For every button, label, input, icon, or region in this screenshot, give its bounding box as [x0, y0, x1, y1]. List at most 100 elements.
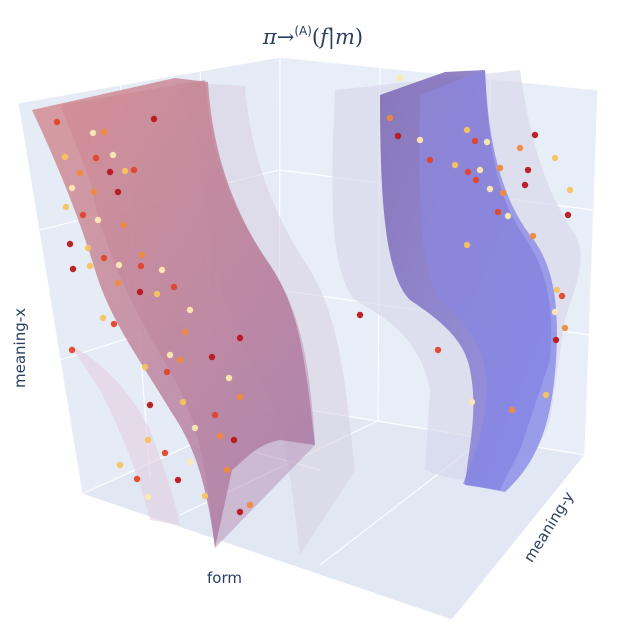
scatter-point	[99, 314, 107, 322]
scatter-point	[386, 114, 394, 122]
scatter-point	[186, 306, 194, 314]
scatter-point	[109, 151, 117, 159]
scatter-point	[561, 324, 569, 332]
scatter-point	[114, 279, 122, 287]
scatter-point	[508, 406, 516, 414]
scatter-point	[136, 288, 144, 296]
scatter-point	[521, 181, 529, 189]
scatter-point	[468, 398, 476, 406]
scatter-point	[84, 244, 92, 252]
scatter-point	[61, 153, 69, 161]
chart-title: π→(A)(f|m)	[0, 24, 626, 49]
scatter-point	[451, 161, 459, 169]
scatter-point	[144, 493, 152, 501]
scatter-point	[416, 136, 424, 144]
scatter-point	[236, 393, 244, 401]
scatter-point	[230, 436, 238, 444]
scatter-point	[191, 424, 199, 432]
scatter-point	[100, 254, 108, 262]
surface-red-lower	[70, 345, 180, 525]
title-open-paren: (	[311, 25, 321, 49]
scatter-point	[176, 356, 184, 364]
scatter-point	[53, 118, 61, 126]
scatter-point	[163, 368, 171, 376]
scatter-point	[486, 185, 494, 193]
scatter-point	[566, 186, 574, 194]
scatter-point	[476, 166, 484, 174]
scatter-point	[86, 262, 94, 270]
scatter-point	[483, 138, 491, 146]
scatter-point	[186, 458, 194, 466]
scatter-point	[100, 128, 108, 136]
x-axis-label: form	[207, 569, 242, 587]
scatter-point	[531, 131, 539, 139]
scatter-point	[161, 449, 169, 457]
scatter-point	[551, 308, 559, 316]
scatter-point	[236, 508, 244, 516]
scatter-point	[115, 261, 123, 269]
scatter-point	[158, 266, 166, 274]
scatter-point	[216, 432, 224, 440]
scatter-point	[120, 221, 128, 229]
scatter-point	[146, 401, 154, 409]
scatter-point	[181, 328, 189, 336]
scatter-point	[471, 137, 479, 145]
scatter-point	[463, 126, 471, 134]
scatter-point	[564, 211, 572, 219]
scatter-point	[225, 374, 233, 382]
scatter-point	[472, 176, 480, 184]
scatter-point	[356, 311, 364, 319]
scatter-point	[76, 169, 84, 177]
scatter-point	[201, 492, 209, 500]
scatter-point	[551, 154, 559, 162]
scatter-point	[396, 74, 404, 82]
surface-red-front	[32, 78, 315, 548]
scatter-point	[130, 166, 138, 174]
scatter-point	[463, 241, 471, 249]
scatter-point	[138, 251, 146, 259]
scatter-point	[79, 211, 87, 219]
scatter-point	[499, 189, 507, 197]
scatter-point	[552, 336, 560, 344]
scatter-point	[90, 188, 98, 196]
title-arrow: →	[276, 25, 295, 49]
scatter-point	[524, 166, 532, 174]
scatter-point	[223, 466, 231, 474]
scatter-point	[170, 283, 178, 291]
scatter-point	[66, 240, 74, 248]
scatter-point	[144, 436, 152, 444]
scatter-point	[150, 115, 158, 123]
scatter-point	[516, 144, 524, 152]
scatter-point	[114, 188, 122, 196]
scatter-point	[211, 411, 219, 419]
title-bar: |	[327, 25, 335, 49]
scatter-point	[542, 391, 550, 399]
scatter-point	[89, 129, 97, 137]
scatter-point	[121, 167, 129, 175]
scatter-point	[246, 501, 254, 509]
title-pi: π	[262, 25, 277, 49]
scatter-point	[68, 346, 76, 354]
scatter-point	[69, 265, 77, 273]
title-superscript: (A)	[294, 24, 312, 38]
scatter-point	[558, 292, 566, 300]
y-axis-label: meaning-x	[11, 307, 29, 388]
surfaces	[32, 70, 581, 555]
scatter-point	[553, 286, 561, 294]
scatter-point	[529, 232, 537, 240]
surface-blue	[419, 70, 557, 492]
title-close-paren: )	[354, 25, 364, 49]
title-f: f	[320, 25, 328, 49]
scatter-point	[496, 164, 504, 172]
scatter-point	[394, 132, 402, 140]
scatter-point	[137, 262, 145, 270]
scatter-point	[434, 346, 442, 354]
scatter-point	[116, 461, 124, 469]
scatter-point	[504, 212, 512, 220]
scatter-point	[106, 168, 114, 176]
scatter-point	[179, 398, 187, 406]
scatter-point	[208, 353, 216, 361]
scatter-point	[426, 156, 434, 164]
scatter-point	[68, 184, 76, 192]
